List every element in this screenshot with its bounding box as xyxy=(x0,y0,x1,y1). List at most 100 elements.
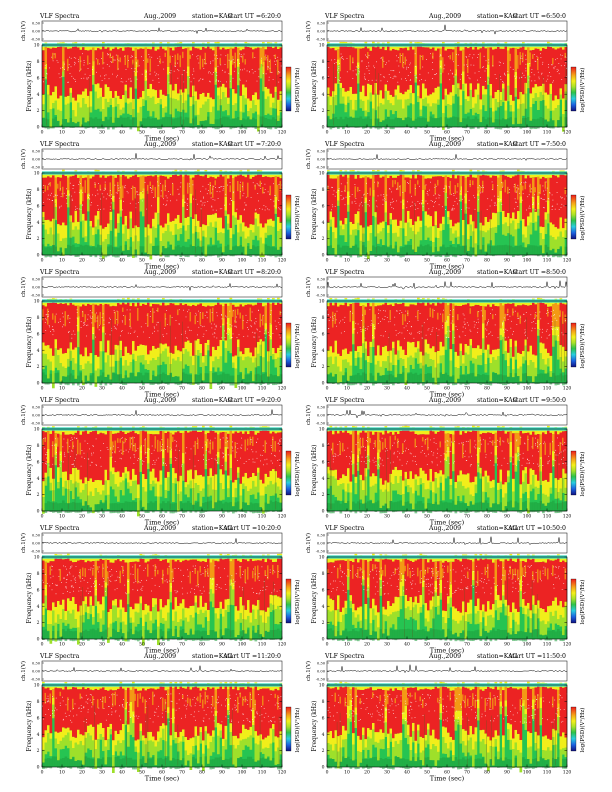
spectrogram-column xyxy=(517,186,519,200)
spectrogram-column xyxy=(354,117,358,128)
spectrogram-column xyxy=(437,118,440,128)
spectrogram-column xyxy=(482,116,485,127)
spectrogram-column xyxy=(242,175,245,223)
spectrogram-column xyxy=(152,358,155,371)
spectrogram-column xyxy=(552,48,555,101)
spectrogram-speckle xyxy=(529,207,531,209)
spectrogram-column xyxy=(332,174,335,179)
spectrogram-column xyxy=(464,344,468,353)
spectrogram-speckle xyxy=(118,60,120,62)
spectrogram-speckle xyxy=(239,191,241,192)
spectrogram-column xyxy=(77,173,80,178)
spectrogram-column xyxy=(239,215,243,224)
spectrogram-speckle xyxy=(268,209,270,211)
spectrogram-column xyxy=(362,310,364,318)
x-tick-label: 40 xyxy=(404,130,410,136)
spectrogram-column xyxy=(232,105,235,119)
spectrogram-speckle xyxy=(538,76,540,78)
spectrogram-column xyxy=(344,372,348,383)
spectrogram-column xyxy=(154,118,158,129)
spectrogram-column xyxy=(559,94,563,100)
spectrogram-column xyxy=(412,231,415,250)
spectrogram-speckle xyxy=(491,181,493,183)
spectrogram-column xyxy=(394,232,398,242)
spectrogram-column xyxy=(177,350,180,358)
spectrogram-column xyxy=(104,375,108,386)
spectrogram-column xyxy=(537,329,540,336)
spectrogram-column xyxy=(177,175,180,215)
spectrogram-speckle xyxy=(107,54,109,56)
spectrogram-column xyxy=(429,94,433,107)
spectrogram-speckle xyxy=(365,79,366,80)
spectrogram-speckle xyxy=(468,77,470,79)
spectrogram-speckle xyxy=(208,71,210,72)
spectrogram-column xyxy=(479,186,481,192)
spectrogram-column xyxy=(164,176,168,224)
spectrogram-column xyxy=(537,195,540,209)
spectrogram-column xyxy=(274,46,278,87)
spectrogram-speckle xyxy=(213,336,215,338)
spectrogram-speckle xyxy=(95,336,96,338)
spectrogram-speckle xyxy=(106,64,108,65)
colorbar xyxy=(285,322,292,368)
spectrogram-speckle xyxy=(451,208,453,210)
spectrogram-column xyxy=(444,50,448,89)
spectrogram-speckle xyxy=(396,55,397,57)
spectrogram-column xyxy=(367,83,370,100)
spectrogram-column xyxy=(407,50,410,90)
spectrogram-column xyxy=(399,357,403,374)
spectrogram-column xyxy=(454,185,456,195)
spectrogram-column xyxy=(554,175,558,228)
spectrogram-speckle xyxy=(53,196,55,198)
spectrogram-speckle xyxy=(273,205,275,207)
spectrogram-column xyxy=(187,340,190,352)
spectrogram-column xyxy=(489,354,493,364)
spectrogram-column xyxy=(399,174,403,221)
spectrogram-column xyxy=(244,347,248,357)
spectrogram-column xyxy=(277,172,280,177)
spectrogram-column xyxy=(244,300,248,305)
spectrogram-column xyxy=(449,303,453,350)
spectrogram-column xyxy=(214,67,218,73)
spectrogram-speckle xyxy=(258,310,259,311)
spectrogram-column xyxy=(534,48,538,85)
spectrogram-column xyxy=(392,177,395,220)
spectrogram-speckle xyxy=(407,201,408,203)
spectrogram-column xyxy=(489,95,493,108)
spectrogram-speckle xyxy=(328,314,329,316)
spectrogram-column xyxy=(254,357,258,368)
spectrogram-column xyxy=(77,47,80,95)
x-tick-label: 80 xyxy=(484,258,490,264)
spectrogram-speckle xyxy=(42,192,44,193)
spectrogram-column xyxy=(347,306,350,354)
spectrogram-column xyxy=(532,45,535,50)
spectrogram-speckle xyxy=(228,73,230,75)
spectrogram-column xyxy=(237,175,240,220)
spectrogram-speckle xyxy=(444,64,446,66)
spectrogram-column xyxy=(402,359,405,366)
spectrogram-column xyxy=(364,197,368,203)
spectrogram-speckle xyxy=(264,183,266,185)
spectrogram-column xyxy=(137,345,140,356)
spectrogram-column xyxy=(277,44,280,49)
spectrogram-speckle xyxy=(560,58,562,60)
spectrogram-column xyxy=(237,232,240,247)
spectrogram-speckle xyxy=(163,198,164,200)
spectrogram-column xyxy=(49,48,53,96)
spectrogram-column xyxy=(59,181,61,192)
spectrogram-column xyxy=(342,119,345,130)
spectrogram-speckle xyxy=(488,319,489,321)
spectrogram-speckle xyxy=(49,199,50,200)
spectrogram-speckle xyxy=(225,55,227,57)
spectrogram-speckle xyxy=(216,79,217,81)
spectrogram-column xyxy=(552,237,555,249)
spectrogram-speckle xyxy=(170,70,172,71)
spectrogram-speckle xyxy=(215,326,217,328)
spectrogram-column xyxy=(134,361,138,377)
spectrogram-speckle xyxy=(98,329,100,331)
spectrogram-column xyxy=(257,47,260,100)
spectrogram-speckle xyxy=(149,187,151,188)
spectrogram-speckle xyxy=(516,187,517,189)
spectrogram-column xyxy=(84,177,88,221)
spectrogram-speckle xyxy=(198,79,200,81)
